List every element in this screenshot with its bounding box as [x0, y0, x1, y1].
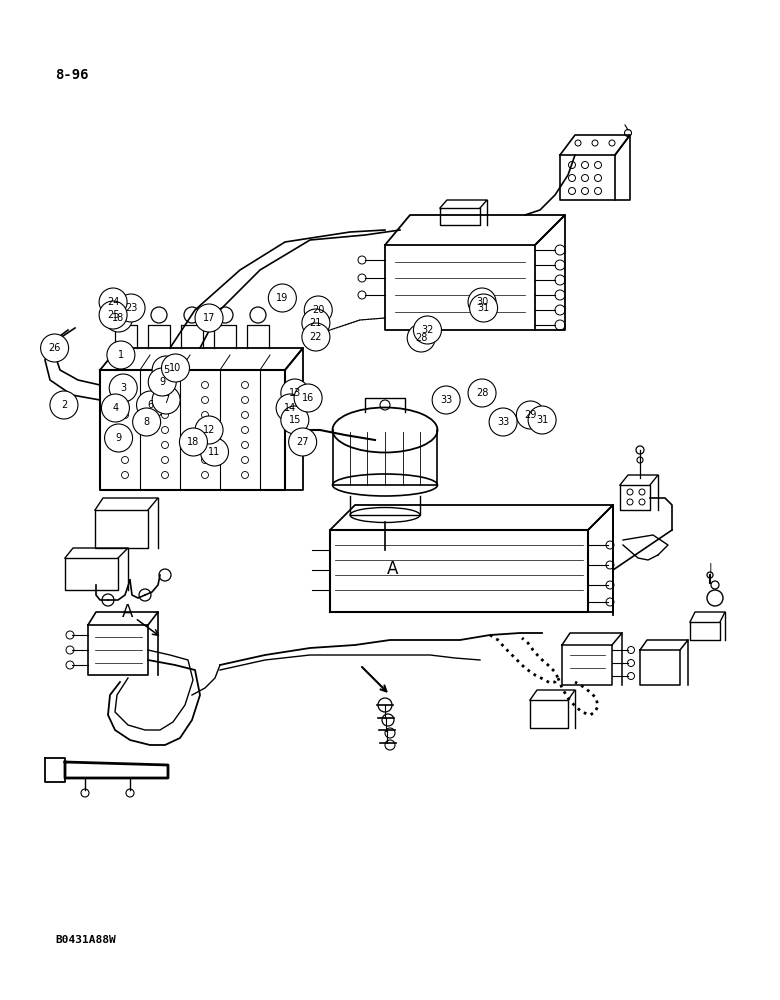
Text: 15: 15 — [289, 415, 301, 425]
Circle shape — [470, 294, 498, 322]
Circle shape — [268, 284, 296, 312]
Circle shape — [489, 408, 517, 436]
Circle shape — [133, 408, 161, 436]
Text: B0431A88W: B0431A88W — [55, 935, 115, 945]
Text: 17: 17 — [203, 313, 215, 323]
Circle shape — [302, 323, 330, 351]
Circle shape — [468, 379, 496, 407]
Text: 12: 12 — [203, 425, 215, 435]
Text: 30: 30 — [476, 297, 488, 307]
Circle shape — [516, 401, 544, 429]
Circle shape — [281, 406, 309, 434]
Text: 20: 20 — [312, 305, 324, 315]
Circle shape — [302, 309, 330, 337]
Text: 23: 23 — [125, 303, 137, 313]
Circle shape — [101, 394, 129, 422]
Circle shape — [413, 316, 441, 344]
Circle shape — [294, 384, 322, 412]
Text: 9: 9 — [159, 377, 165, 387]
Text: 33: 33 — [497, 417, 509, 427]
Circle shape — [281, 379, 309, 407]
Text: 27: 27 — [296, 437, 309, 447]
Text: |: | — [708, 563, 712, 573]
Text: 31: 31 — [477, 303, 490, 313]
Circle shape — [161, 354, 190, 382]
Text: 18: 18 — [187, 437, 200, 447]
Circle shape — [432, 386, 460, 414]
Circle shape — [50, 391, 78, 419]
Text: 26: 26 — [48, 343, 61, 353]
Circle shape — [99, 288, 127, 316]
Circle shape — [107, 341, 135, 369]
Text: 29: 29 — [524, 410, 537, 420]
Circle shape — [152, 386, 180, 414]
Text: 33: 33 — [440, 395, 452, 405]
Text: 5: 5 — [163, 365, 169, 375]
Text: 3: 3 — [120, 383, 126, 393]
Circle shape — [468, 288, 496, 316]
Circle shape — [152, 356, 180, 384]
Text: 7: 7 — [163, 395, 169, 405]
Circle shape — [105, 304, 133, 332]
Text: 8: 8 — [144, 417, 150, 427]
Text: 25: 25 — [107, 310, 119, 320]
Text: 31: 31 — [536, 415, 548, 425]
Circle shape — [304, 296, 332, 324]
Circle shape — [136, 391, 165, 419]
Circle shape — [117, 294, 145, 322]
Circle shape — [148, 368, 176, 396]
Text: 10: 10 — [169, 363, 182, 373]
Circle shape — [195, 416, 223, 444]
Circle shape — [276, 394, 304, 422]
Circle shape — [41, 334, 69, 362]
Circle shape — [99, 301, 127, 329]
Circle shape — [109, 374, 137, 402]
Text: 2: 2 — [61, 400, 67, 410]
Text: 16: 16 — [302, 393, 314, 403]
Text: 8-96: 8-96 — [55, 68, 88, 82]
Text: 21: 21 — [310, 318, 322, 328]
Text: A: A — [388, 560, 399, 578]
Text: 19: 19 — [276, 293, 289, 303]
Text: 28: 28 — [415, 333, 427, 343]
Text: A: A — [122, 603, 133, 621]
Text: 13: 13 — [289, 388, 301, 398]
Circle shape — [289, 428, 317, 456]
Text: 14: 14 — [284, 403, 296, 413]
Text: 28: 28 — [476, 388, 488, 398]
Text: 24: 24 — [107, 297, 119, 307]
Circle shape — [105, 424, 133, 452]
Circle shape — [179, 428, 207, 456]
Text: 22: 22 — [310, 332, 322, 342]
Text: 1: 1 — [118, 350, 124, 360]
Text: 32: 32 — [421, 325, 434, 335]
Text: 9: 9 — [115, 433, 122, 443]
Text: 4: 4 — [112, 403, 119, 413]
Circle shape — [200, 438, 229, 466]
Circle shape — [407, 324, 435, 352]
Text: 11: 11 — [208, 447, 221, 457]
Text: 18: 18 — [112, 313, 125, 323]
Circle shape — [195, 304, 223, 332]
Circle shape — [528, 406, 556, 434]
Text: 6: 6 — [147, 400, 154, 410]
